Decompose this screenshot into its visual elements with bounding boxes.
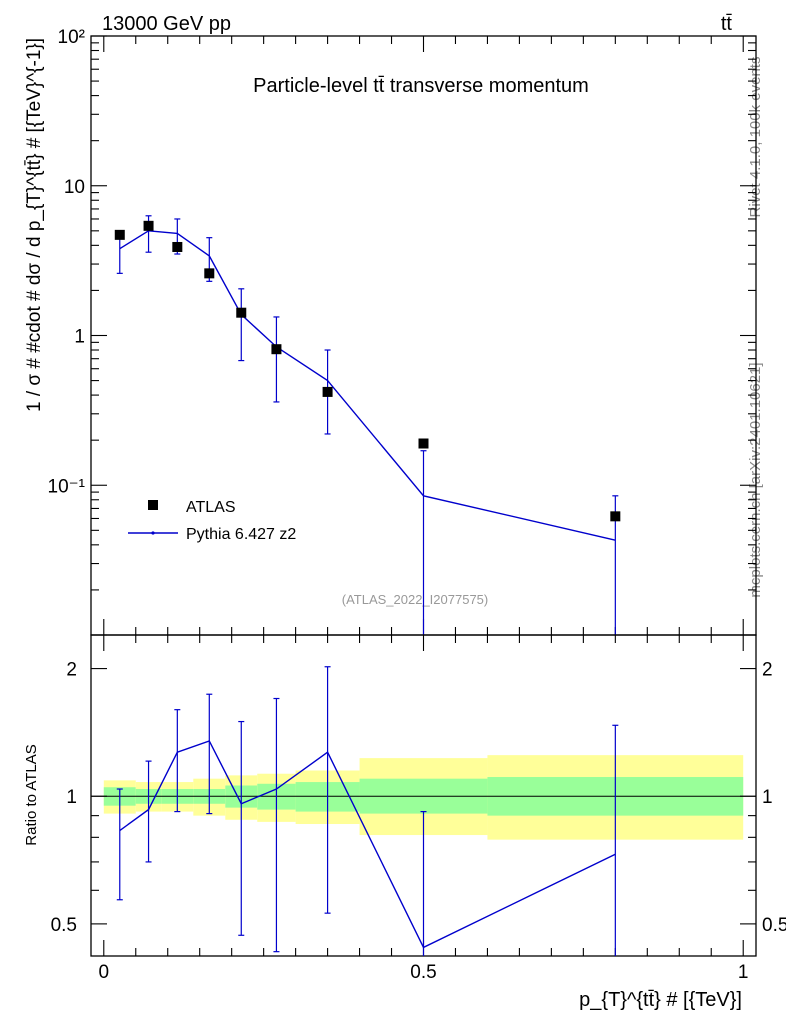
atlas-data-point [236, 307, 247, 318]
legend-marker-atlas [148, 500, 158, 510]
plot-title: Particle-level tt̄ transverse momentum [253, 75, 589, 97]
ratio-y-tick-label-right: 0.5 [762, 915, 786, 936]
atlas-data-point [172, 241, 183, 252]
main-y-tick-label: 10² [58, 27, 85, 48]
legend-label-pythia: Pythia 6.427 z2 [186, 526, 296, 543]
x-axis-label: p_{T}^{tt̄} # [{TeV}] [579, 989, 742, 1011]
x-tick-label: 0.5 [410, 962, 436, 983]
main-y-tick-label: 10⁻¹ [48, 476, 86, 497]
ratio-y-tick-label-right: 1 [762, 787, 773, 808]
process-label: tt̄ [721, 13, 733, 35]
ratio-y-tick-label-left: 0.5 [51, 915, 77, 936]
x-tick-label: 1 [738, 962, 749, 983]
ratio-y-tick-label-left: 2 [66, 660, 77, 681]
atlas-data-point [610, 511, 621, 522]
atlas-data-point [418, 438, 429, 449]
beam-label: 13000 GeV pp [102, 13, 231, 35]
main-y-tick-label: 10 [64, 177, 85, 198]
mc-line [119, 230, 616, 541]
analysis-id: (ATLAS_2022_I2077575) [342, 592, 488, 607]
atlas-data-point [114, 229, 125, 240]
ratio-line [119, 740, 616, 949]
main-series-group [114, 215, 621, 635]
x-tick-label: 0 [98, 962, 109, 983]
ratio-series-group [116, 666, 619, 956]
main-y-tick-label: 1 [74, 327, 85, 348]
ratio-y-tick-label-left: 1 [66, 787, 77, 808]
legend-dot-pythia [151, 531, 155, 535]
main-y-tick-labels: 10⁻¹ 1 10 10² [48, 27, 86, 497]
ratio-tick-labels: 0.5 0.5 1 1 2 2 0 0.5 1 [51, 660, 786, 983]
legend-label-atlas: ATLAS [186, 499, 236, 516]
main-y-axis-label: 1 / σ # #cdot # dσ / d p_{T}^{tt̄} # [{T… [24, 38, 45, 412]
atlas-data-point [143, 220, 154, 231]
ratio-y-axis-label: Ratio to ATLAS [23, 744, 40, 845]
atlas-data-point [271, 344, 282, 355]
atlas-data-point [204, 268, 215, 279]
legend: ATLAS Pythia 6.427 z2 [128, 499, 296, 543]
atlas-data-point [322, 386, 333, 397]
ratio-y-tick-label-right: 2 [762, 660, 773, 681]
